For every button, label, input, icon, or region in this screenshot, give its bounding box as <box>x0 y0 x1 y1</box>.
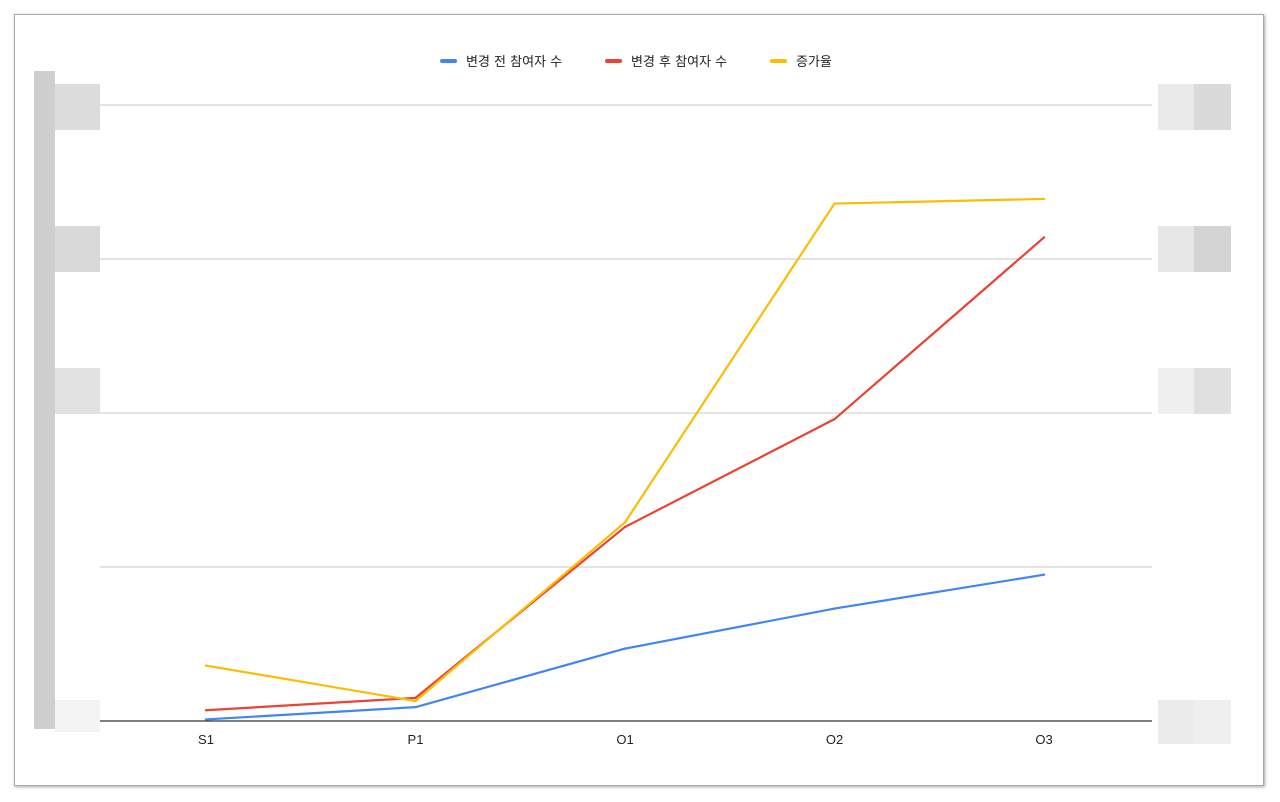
legend-swatch <box>605 59 622 63</box>
x-tick-label: O2 <box>826 732 843 747</box>
obscured-left-axis <box>34 71 100 732</box>
legend-swatch <box>770 59 787 63</box>
x-tick-label: O1 <box>616 732 633 747</box>
data-point <box>833 417 836 421</box>
data-point <box>1042 197 1046 201</box>
x-tick-label: O3 <box>1035 732 1052 747</box>
data-point <box>414 699 417 703</box>
data-point <box>833 202 836 205</box>
data-point <box>623 647 627 650</box>
legend: 변경 전 참여자 수 변경 후 참여자 수 증가율 <box>440 55 832 70</box>
legend-item-2[interactable]: 변경 후 참여자 수 <box>605 55 727 70</box>
legend-label: 변경 전 참여자 수 <box>466 55 562 70</box>
obscured-right-axis <box>1158 84 1231 744</box>
data-point <box>204 664 208 667</box>
series-lines <box>204 197 1046 721</box>
data-point <box>623 525 627 529</box>
data-point <box>414 696 417 700</box>
data-point <box>623 521 627 524</box>
data-point <box>204 718 208 721</box>
series-line-1 <box>205 573 1045 721</box>
data-point <box>1042 236 1046 239</box>
x-tick-label: P1 <box>408 732 424 747</box>
x-axis-ticks: S1 P1 O1 O2 O3 <box>198 732 1053 747</box>
series-line-2 <box>205 236 1045 712</box>
legend-label: 변경 후 참여자 수 <box>631 55 727 70</box>
data-point <box>833 607 836 610</box>
legend-item-3[interactable]: 증가율 <box>770 55 832 70</box>
data-point <box>414 705 417 709</box>
legend-swatch <box>440 59 457 63</box>
data-point <box>1042 573 1046 576</box>
series-line-3 <box>205 197 1045 703</box>
legend-label: 증가율 <box>796 55 832 70</box>
x-tick-label: S1 <box>198 732 214 747</box>
gridlines <box>100 104 1152 568</box>
legend-item-1[interactable]: 변경 전 참여자 수 <box>440 55 562 70</box>
chart-frame <box>14 14 1264 786</box>
data-point <box>204 709 208 712</box>
